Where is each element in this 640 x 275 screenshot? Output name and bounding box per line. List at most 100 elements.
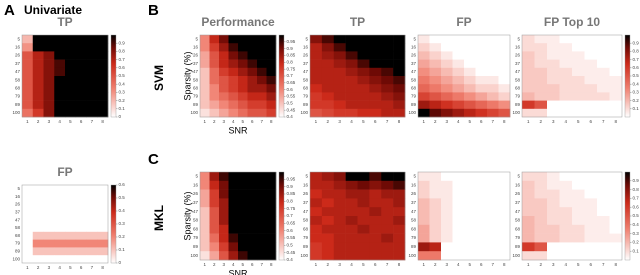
heatmap-cell bbox=[32, 76, 44, 85]
heatmap-cell bbox=[333, 76, 346, 85]
heatmap-cell bbox=[238, 198, 248, 208]
heatmap-cell bbox=[452, 198, 465, 208]
y-tick-label: 89 bbox=[411, 244, 417, 249]
heatmap-cell bbox=[257, 198, 267, 208]
heatmap-cell bbox=[219, 35, 229, 44]
heatmap-cell bbox=[429, 100, 442, 110]
heatmap-cell bbox=[310, 92, 323, 101]
x-tick-label: 5 bbox=[362, 262, 365, 267]
y-tick-label: 26 bbox=[515, 191, 521, 196]
heatmap-cell bbox=[43, 208, 55, 217]
heatmap-cell bbox=[418, 92, 430, 101]
heatmap-cell bbox=[321, 35, 335, 44]
heatmap-cell bbox=[464, 43, 476, 52]
heatmap-cell bbox=[609, 67, 623, 77]
heatmap-cell bbox=[333, 172, 346, 182]
x-tick-label: 6 bbox=[251, 119, 254, 124]
heatmap-cell bbox=[219, 84, 229, 93]
heatmap-cell bbox=[522, 189, 535, 199]
heatmap-cell bbox=[32, 208, 44, 217]
heatmap-cell bbox=[534, 224, 548, 234]
heatmap-cell bbox=[86, 92, 98, 101]
colorbar bbox=[278, 34, 285, 118]
colorbar-tick-label: 0.65 bbox=[287, 80, 296, 85]
colorbar bbox=[624, 171, 631, 261]
heatmap-cell bbox=[547, 189, 560, 199]
x-tick-label: 2 bbox=[37, 265, 40, 270]
heatmap-cell bbox=[441, 242, 453, 252]
panel-letter: B bbox=[148, 2, 159, 19]
y-tick-label: 58 bbox=[303, 218, 309, 223]
heatmap-cell bbox=[43, 108, 55, 118]
x-tick-label: 3 bbox=[48, 119, 51, 124]
x-tick-label: 4 bbox=[58, 265, 61, 270]
heatmap-cell bbox=[487, 242, 499, 252]
colorbar-tick-label: 0.75 bbox=[287, 206, 296, 211]
x-tick-label: 8 bbox=[503, 262, 506, 267]
y-tick-label: 89 bbox=[15, 248, 21, 253]
x-tick-label: 2 bbox=[539, 119, 542, 124]
heatmap-cell bbox=[393, 35, 406, 44]
heatmap-cell bbox=[32, 108, 44, 118]
colorbar-tick-label: 0.75 bbox=[287, 66, 296, 71]
heatmap-cell bbox=[597, 100, 610, 110]
y-tick-label: 37 bbox=[515, 61, 521, 66]
heatmap-cell bbox=[54, 51, 66, 60]
heatmap-cell bbox=[441, 180, 453, 190]
heatmap-cell bbox=[487, 51, 499, 60]
heatmap-cell bbox=[257, 172, 267, 182]
x-tick-label: 8 bbox=[398, 119, 401, 124]
heatmap-cell bbox=[487, 84, 499, 93]
heatmap-cell bbox=[266, 180, 277, 190]
heatmap-cell bbox=[65, 108, 77, 118]
heatmap-cell bbox=[487, 216, 499, 226]
heatmap-cell bbox=[345, 76, 358, 85]
heatmap-cell bbox=[381, 233, 394, 243]
x-tick-label: 3 bbox=[445, 262, 448, 267]
heatmap-cell bbox=[43, 51, 55, 60]
heatmap-cell bbox=[429, 67, 442, 77]
heatmap-cell bbox=[487, 67, 499, 77]
heatmap-cell bbox=[219, 189, 229, 199]
heatmap-cell bbox=[369, 207, 382, 217]
colorbar-tick-label: 0.4 bbox=[633, 81, 640, 86]
heatmap-cell bbox=[452, 67, 465, 77]
heatmap-cell bbox=[200, 108, 210, 118]
heatmap-cell bbox=[65, 185, 77, 194]
y-tick-label: 89 bbox=[193, 244, 199, 249]
colorbar-tick-label: 0.45 bbox=[287, 250, 296, 255]
heatmap-cell bbox=[266, 198, 277, 208]
heatmap-cell bbox=[475, 198, 488, 208]
heatmap-cell bbox=[310, 43, 323, 52]
colorbar-tick-label: 0.6 bbox=[287, 87, 294, 92]
heatmap-cell bbox=[333, 51, 346, 60]
heatmap-cell bbox=[559, 224, 573, 234]
heatmap-cell bbox=[357, 51, 370, 60]
heatmap-cell bbox=[86, 192, 98, 201]
heatmap-cell bbox=[475, 224, 488, 234]
heatmap-cell bbox=[200, 84, 210, 93]
heatmap-cell bbox=[418, 242, 430, 252]
heatmap-cell bbox=[498, 51, 511, 60]
heatmap-cell bbox=[75, 224, 87, 233]
heatmap-cell bbox=[238, 59, 248, 69]
heatmap-cell bbox=[584, 59, 598, 69]
heatmap-cell bbox=[238, 172, 248, 182]
heatmap-cell bbox=[333, 216, 346, 226]
heatmap-cell bbox=[369, 198, 382, 208]
heatmap-cell bbox=[572, 84, 585, 93]
heatmap-cell bbox=[547, 59, 560, 69]
heatmap-cell bbox=[345, 43, 358, 52]
x-tick-label: 8 bbox=[270, 119, 273, 124]
y-tick-label: 37 bbox=[193, 61, 199, 66]
y-tick-label: 16 bbox=[515, 182, 521, 187]
y-tick-label: 79 bbox=[411, 94, 417, 99]
colorbar-tick-label: 0.8 bbox=[287, 199, 294, 204]
colorbar-tick-label: 0.5 bbox=[287, 243, 294, 248]
heatmap-cell bbox=[534, 251, 548, 261]
heatmap-cell bbox=[310, 233, 323, 243]
heatmap-cell bbox=[200, 59, 210, 69]
heatmap-cell bbox=[54, 247, 66, 256]
heatmap-cell bbox=[228, 59, 239, 69]
colorbar-tick-label: 0.45 bbox=[287, 107, 296, 112]
